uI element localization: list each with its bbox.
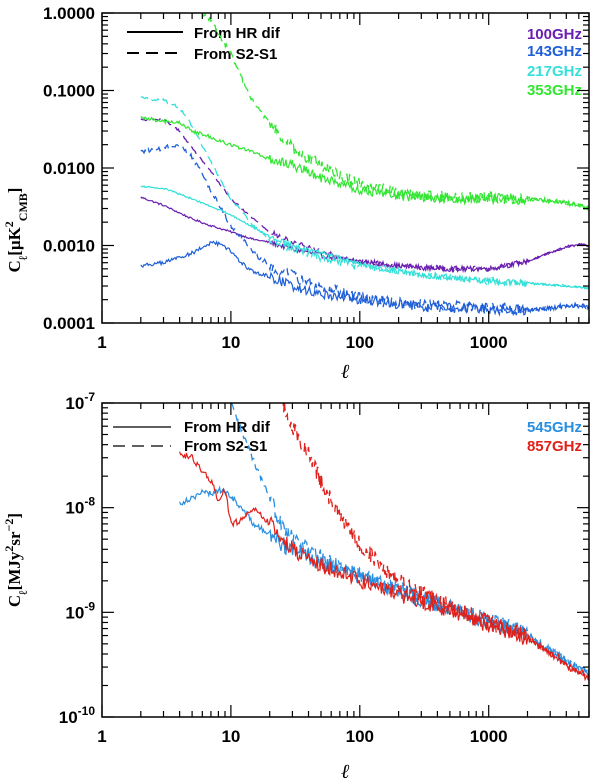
y-tick-label: 10-10	[59, 704, 96, 727]
band-labels-bottom: 545GHz 857GHz	[527, 419, 582, 455]
y-tick-label: 0.1000	[43, 82, 95, 101]
legend-dashed-label: From S2-S1	[194, 46, 277, 63]
plot-frame	[101, 12, 590, 324]
band-labels-top: 100GHz 143GHz 217GHz 353GHz	[527, 26, 582, 99]
ylabel-open: [MJy	[5, 551, 24, 590]
ylabel-mid: sr	[5, 531, 24, 546]
legend-top: From HR dif From S2-S1	[127, 25, 281, 63]
band-label-545ghz: 545GHz	[527, 419, 582, 436]
ylabel-sup1: 2	[2, 546, 16, 552]
series-100ghz-from-s2-s1	[140, 117, 589, 273]
band-label-100ghz: 100GHz	[527, 26, 582, 43]
series-353ghz-from-s2-s1	[201, 13, 589, 212]
ylabel-sub-l: ℓ	[16, 590, 30, 596]
series-group	[140, 13, 589, 317]
series-143ghz-from-s2-s1	[140, 143, 589, 317]
ylabel-c: C	[5, 595, 24, 607]
band-label-857ghz: 857GHz	[527, 438, 582, 455]
x-tick-label: 10	[221, 333, 240, 352]
x-tick-label: 1000	[470, 333, 508, 352]
legend-solid-label: From HR dif	[184, 419, 271, 436]
legend-solid-label: From HR dif	[194, 25, 281, 42]
y-tick-exponent: -7	[84, 390, 95, 404]
y-tick-label: 10-9	[65, 599, 95, 622]
y-tick-exponent: -8	[84, 495, 95, 509]
y-tick-base: 10	[65, 394, 84, 413]
ylabel-sup2: −2	[2, 519, 16, 532]
band-label-217ghz: 217GHz	[527, 63, 582, 80]
ylabel-sub-l: ℓ	[16, 255, 30, 261]
band-label-353ghz: 353GHz	[527, 82, 582, 99]
plot-frame	[101, 402, 590, 718]
ylabel-close: ]	[5, 513, 24, 519]
x-tick-label: 1000	[470, 727, 508, 746]
y-tick-label: 10-8	[65, 495, 95, 518]
legend-bottom: From HR dif From S2-S1	[113, 419, 271, 455]
ylabel-top: Cℓ[μK2CMB]	[2, 188, 30, 273]
panel-bottom: Cℓ[MJy2sr−2] ℓ From HR dif From S2-S1 54…	[2, 390, 590, 783]
ylabel-sup: 2	[2, 221, 16, 227]
x-tick-label: 1	[97, 333, 106, 352]
band-label-143ghz: 143GHz	[527, 43, 582, 60]
series-143ghz-from-hr-dif	[140, 240, 589, 317]
series-group	[179, 403, 589, 682]
legend-dashed-label: From S2-S1	[184, 438, 267, 455]
series-857ghz-from-hr-dif	[179, 451, 589, 682]
y-tick-exponent: -10	[78, 704, 96, 718]
x-tick-label: 100	[346, 333, 374, 352]
series-217ghz-from-s2-s1	[140, 96, 589, 290]
y-tick-label: 1.0000	[43, 4, 95, 23]
x-tick-label: 100	[346, 727, 374, 746]
ylabel-open: [μK	[5, 226, 24, 255]
series-353ghz-from-hr-dif	[140, 116, 589, 211]
xlabel-top: ℓ	[341, 361, 350, 383]
y-tick-label: 0.0100	[43, 159, 95, 178]
y-tick-label: 0.0001	[43, 314, 95, 333]
ylabel-c: C	[5, 260, 24, 272]
series-100ghz-from-hr-dif	[140, 196, 589, 274]
y-tick-base: 10	[65, 499, 84, 518]
y-tick-label: 0.0010	[43, 237, 95, 256]
x-tick-label: 1	[97, 727, 106, 746]
ylabel-close: ]	[5, 188, 24, 194]
xlabel-bottom: ℓ	[341, 761, 350, 783]
y-tick-exponent: -9	[84, 599, 95, 613]
y-tick-base: 10	[65, 603, 84, 622]
y-tick-base: 10	[59, 708, 78, 727]
ylabel-sub: CMB	[16, 193, 30, 221]
x-tick-label: 10	[221, 727, 240, 746]
panel-top: Cℓ[μK2CMB] ℓ From HR dif From S2-S1 100G…	[2, 4, 590, 383]
y-tick-label: 10-7	[65, 390, 95, 413]
ylabel-bottom: Cℓ[MJy2sr−2]	[2, 513, 30, 607]
